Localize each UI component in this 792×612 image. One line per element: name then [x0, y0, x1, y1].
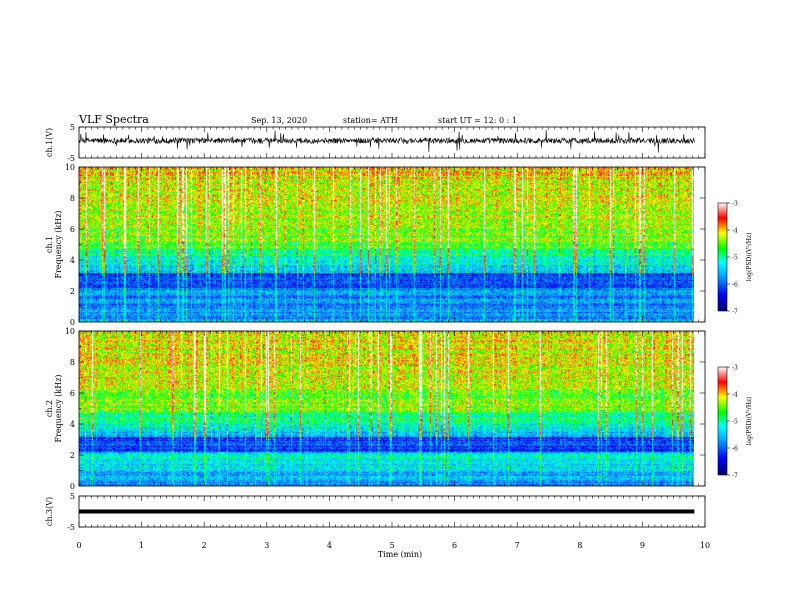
- colorbar-tick-label: -5: [732, 419, 738, 426]
- ch3-waveform-panel: 5 -5 ch.3(V): [45, 492, 706, 532]
- colorbar-tick-label: -7: [732, 473, 738, 480]
- date-label: Sep. 13, 2020: [251, 116, 307, 125]
- y-tick-label: -5: [67, 154, 75, 163]
- colorbar-label: log(PSD)(V²/Hz): [746, 233, 753, 282]
- y-tick-label: 8: [70, 194, 75, 203]
- y-axis-label: ch.1(V): [45, 128, 54, 157]
- y-tick-label: 6: [70, 225, 75, 234]
- y-axis-label-frequency: Frequency (kHz): [54, 210, 63, 278]
- y-tick-label: 4: [70, 420, 75, 429]
- x-tick-label: 0: [76, 541, 81, 550]
- y-tick-label: 4: [70, 256, 75, 265]
- x-tick-label: 9: [640, 541, 645, 550]
- y-tick-label: 2: [70, 451, 75, 460]
- y-tick-label: 0: [70, 482, 75, 491]
- y-tick-label: 10: [65, 327, 75, 336]
- ch1-spectrogram-panel: 0 2 4 6 8 10 ch.1 Frequency (kHz): [45, 163, 706, 327]
- x-tick-label: 3: [264, 541, 269, 550]
- y-tick-label: 6: [70, 389, 75, 398]
- colorbar-gradient: [717, 366, 728, 476]
- y-tick-label: 10: [65, 163, 75, 172]
- colorbar-gradient: [717, 202, 728, 312]
- x-tick-label: 2: [202, 541, 207, 550]
- colorbar-tick-label: -6: [732, 446, 738, 453]
- spectrogram-raster: [79, 331, 694, 486]
- start-time-label: start UT = 12: 0 : 1: [438, 116, 517, 125]
- time-axis: 0 1 2 3 4 5 6 7 8 9 10: [76, 541, 710, 550]
- y-axis-label: ch.3(V): [45, 497, 54, 526]
- colorbar-tick-label: -4: [732, 392, 738, 399]
- colorbar-tick-label: -7: [732, 309, 738, 316]
- y-axis-label-frequency: Frequency (kHz): [54, 374, 63, 442]
- y-tick-label: 0: [70, 318, 75, 327]
- x-tick-label: 6: [452, 541, 457, 550]
- x-tick-label: 1: [139, 541, 144, 550]
- station-label: station= ATH: [343, 116, 398, 125]
- y-tick-label: -5: [67, 523, 75, 532]
- ch1-colorbar: -3 -4 -5 -6 -7 log(PSD)(V²/Hz): [717, 201, 753, 316]
- colorbar-tick-label: -6: [732, 282, 738, 289]
- y-tick-label: 2: [70, 287, 75, 296]
- colorbar-tick-label: -3: [732, 201, 738, 208]
- ch2-spectrogram-panel: 0 2 4 6 8 10 ch.2 Frequency (kHz): [45, 327, 706, 491]
- ch1-waveform-line: [78, 129, 695, 153]
- time-axis-label: Time (min): [378, 550, 422, 559]
- y-tick-label: 5: [70, 123, 75, 132]
- x-tick-label: 8: [577, 541, 582, 550]
- colorbar-tick-label: -4: [732, 228, 738, 235]
- y-axis-label-channel: ch.1: [45, 236, 54, 253]
- figure-title: VLF Spectra: [78, 113, 149, 126]
- colorbar-tick-label: -3: [732, 365, 738, 372]
- ch2-colorbar: -3 -4 -5 -6 -7 log(PSD)(V²/Hz): [717, 365, 753, 480]
- ch1-waveform-panel: 5 -5 ch.1(V): [45, 123, 706, 163]
- x-tick-label: 5: [389, 541, 394, 550]
- colorbar-tick-label: -5: [732, 255, 738, 262]
- y-tick-label: 8: [70, 358, 75, 367]
- x-tick-label: 4: [327, 541, 332, 550]
- x-tick-label: 10: [700, 541, 710, 550]
- x-tick-label: 7: [515, 541, 520, 550]
- y-tick-label: 5: [70, 492, 75, 501]
- y-axis-label-channel: ch.2: [45, 400, 54, 417]
- spectrogram-raster: [79, 167, 694, 322]
- colorbar-label: log(PSD)(V²/Hz): [746, 397, 753, 446]
